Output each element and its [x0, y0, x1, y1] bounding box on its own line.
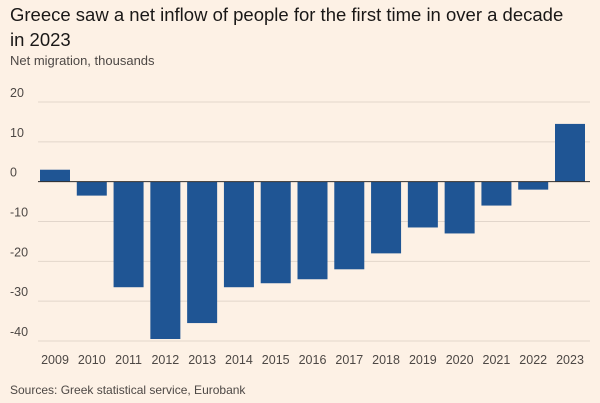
x-tick-label: 2011 — [115, 353, 142, 367]
x-tick-label: 2022 — [519, 353, 547, 367]
y-tick-label: 10 — [10, 126, 24, 140]
bar-2014 — [223, 181, 254, 288]
bar-2021 — [481, 181, 512, 206]
x-tick-label: 2009 — [41, 353, 69, 367]
x-tick-label: 2018 — [372, 353, 400, 367]
x-tick-label: 2010 — [78, 353, 106, 367]
chart-subtitle: Net migration, thousands — [10, 53, 155, 68]
x-tick-label: 2012 — [151, 353, 179, 367]
bar-2019 — [407, 181, 438, 228]
bar-2013 — [187, 181, 218, 324]
bar-2011 — [113, 181, 144, 288]
x-tick-label: 2019 — [409, 353, 437, 367]
bar-2017 — [334, 181, 365, 270]
bar-2022 — [518, 181, 549, 190]
bar-2020 — [444, 181, 475, 234]
bar-2023 — [555, 123, 585, 182]
y-tick-label: -20 — [10, 245, 28, 259]
y-tick-label: 0 — [10, 166, 17, 180]
x-tick-label: 2020 — [446, 353, 474, 367]
x-tick-label: 2016 — [299, 353, 327, 367]
x-tick-label: 2013 — [188, 353, 216, 367]
bar-2009 — [40, 169, 70, 182]
y-axis-tick-labels: 20 10 0 -10 -20 -30 -40 — [10, 86, 28, 339]
x-tick-label: 2017 — [335, 353, 363, 367]
bar-2010 — [76, 181, 107, 196]
bar-2012 — [150, 181, 181, 340]
x-tick-label: 2014 — [225, 353, 253, 367]
chart-source: Sources: Greek statistical service, Euro… — [10, 383, 246, 397]
x-axis-tick-labels: 2009 2010 2011 2012 2013 2014 2015 2016 2017 2018… — [41, 353, 584, 367]
bar-2018 — [371, 181, 402, 254]
bar-2015 — [260, 181, 291, 284]
y-tick-label: -30 — [10, 285, 28, 299]
y-tick-label: 20 — [10, 86, 24, 100]
chart-title: Greece saw a net inflow of people for th… — [10, 4, 564, 50]
y-tick-label: -40 — [10, 325, 28, 339]
y-tick-label: -10 — [10, 206, 28, 220]
x-tick-label: 2015 — [262, 353, 290, 367]
bars — [40, 123, 585, 340]
x-tick-label: 2023 — [556, 353, 584, 367]
bar-2016 — [297, 181, 328, 280]
x-tick-label: 2021 — [483, 353, 511, 367]
